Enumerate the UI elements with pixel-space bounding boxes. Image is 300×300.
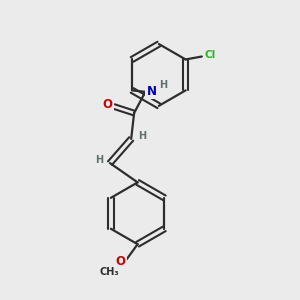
Text: Cl: Cl: [204, 50, 216, 60]
Text: CH₃: CH₃: [100, 267, 119, 277]
Text: H: H: [138, 131, 146, 141]
Text: H: H: [96, 154, 104, 165]
Text: O: O: [115, 254, 125, 268]
Text: O: O: [103, 98, 112, 111]
Text: H: H: [160, 80, 168, 90]
Text: N: N: [147, 85, 157, 98]
